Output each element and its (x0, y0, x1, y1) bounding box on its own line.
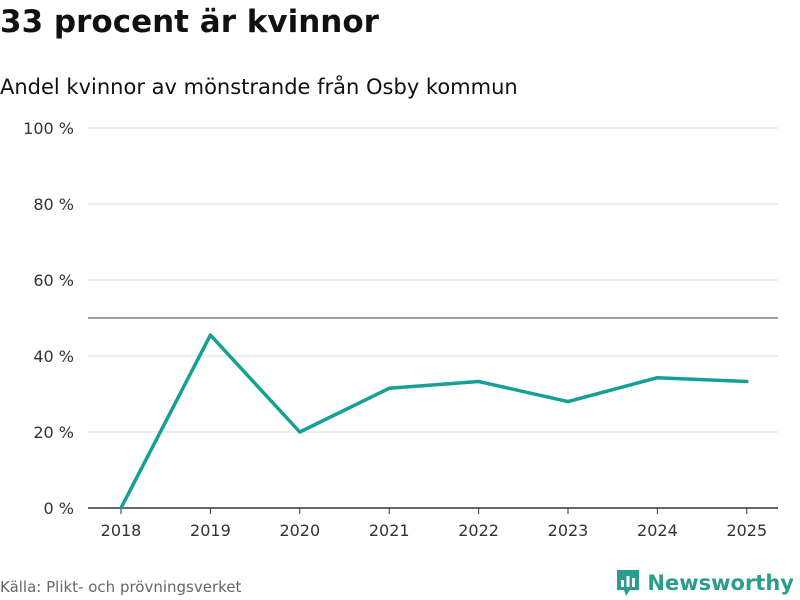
y-axis-ticks: 0 % 20 % 40 % 60 % 80 % 100 % (23, 119, 74, 518)
grid-lines (88, 127, 778, 433)
chart-subtitle: Andel kvinnor av mönstrande från Osby ko… (0, 75, 518, 99)
y-tick-label: 40 % (33, 347, 74, 366)
x-tick-label: 2018 (101, 521, 142, 540)
x-tick-label: 2020 (279, 521, 320, 540)
brand-name: Newsworthy (647, 571, 794, 595)
x-tick-label: 2023 (548, 521, 589, 540)
line-chart: 0 % 20 % 40 % 60 % 80 % 100 % 2018 2019 2020 202… (23, 119, 778, 540)
x-tick-label: 2022 (458, 521, 499, 540)
y-tick-label: 0 % (44, 499, 74, 518)
x-tick-label: 2025 (726, 521, 767, 540)
y-tick-label: 20 % (33, 423, 74, 442)
series-group (119, 333, 749, 510)
chart-title: 33 procent är kvinnor (0, 4, 379, 40)
brand-logo: Newsworthy (615, 568, 794, 598)
newsworthy-logo-icon (617, 570, 640, 596)
y-tick-label: 60 % (33, 271, 74, 290)
y-tick-label: 80 % (33, 195, 74, 214)
series-line (119, 333, 749, 510)
x-tick-label: 2024 (637, 521, 678, 540)
x-axis-ticks: 2018 2019 2020 2021 2022 2023 2024 2025 (101, 508, 767, 540)
x-tick-label: 2021 (369, 521, 410, 540)
source-note: Källa: Plikt- och prövningsverket (0, 578, 242, 596)
x-tick-label: 2019 (190, 521, 231, 540)
y-tick-label: 100 % (23, 119, 74, 138)
